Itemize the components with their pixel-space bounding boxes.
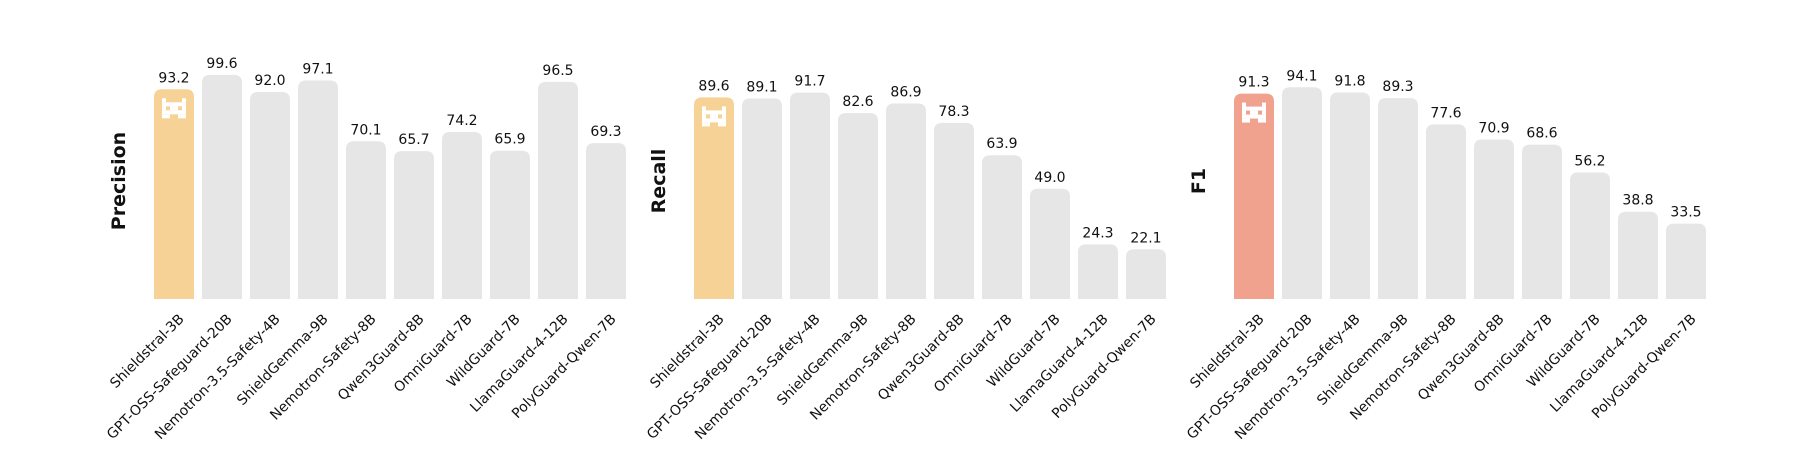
data-label: 56.2 (1574, 154, 1605, 170)
x-tick-label: ShieldGemma-9B (1314, 311, 1412, 409)
data-label: 82.6 (842, 94, 873, 110)
data-label: 93.2 (158, 70, 189, 86)
bar-nemotron-3-5-safety-4b (790, 92, 830, 299)
data-label: 86.9 (890, 84, 921, 100)
y-axis-label: Precision (108, 132, 130, 230)
bar-shieldstral-3b (1234, 93, 1274, 299)
bar-llamaguard-4-12b (1078, 244, 1118, 299)
data-label: 92.0 (254, 73, 285, 89)
bar-omniguard-7b (982, 155, 1022, 299)
bar-nemotron-safety-8b (886, 103, 926, 299)
data-label: 22.1 (1130, 230, 1161, 246)
bar-shieldstral-3b (694, 97, 734, 300)
bar-shieldstral-3b (154, 89, 194, 299)
y-axis-label: Recall (648, 149, 670, 214)
y-axis-label: F1 (1188, 168, 1210, 194)
data-label: 91.8 (1334, 73, 1365, 89)
bar-wildguard-7b (1570, 172, 1610, 299)
data-label: 77.6 (1430, 105, 1461, 121)
bar-polyguard-qwen-7b (586, 143, 626, 299)
bar-nemotron-safety-8b (346, 141, 386, 299)
pixel-cat-logo-icon (702, 106, 726, 127)
bar-polyguard-qwen-7b (1666, 223, 1706, 299)
bar-shieldgemma-9b (298, 80, 338, 300)
bar-wildguard-7b (1030, 188, 1070, 299)
bar-shieldgemma-9b (838, 113, 878, 300)
bar-qwen3guard-8b (934, 122, 974, 299)
pixel-cat-logo-icon (162, 98, 186, 119)
x-tick-label: Qwen3Guard-8B (335, 311, 428, 404)
x-tick-label: Qwen3Guard-8B (875, 311, 968, 404)
bar-gpt-oss-safeguard-20b (742, 98, 782, 300)
bar-nemotron-3-5-safety-4b (250, 92, 290, 299)
data-label: 68.6 (1526, 126, 1557, 142)
chart-panel-precision: Precision93.2Shieldstral-3B99.6GPT-OSS-S… (104, 56, 626, 443)
bar-omniguard-7b (442, 132, 482, 299)
bar-nemotron-safety-8b (1426, 124, 1466, 300)
bar-omniguard-7b (1522, 144, 1562, 299)
pixel-cat-logo-icon (1242, 102, 1266, 123)
x-tick-label: ShieldGemma-9B (774, 311, 872, 409)
data-label: 74.2 (446, 113, 477, 129)
data-label: 78.3 (938, 104, 969, 120)
data-label: 91.3 (1238, 75, 1269, 91)
chart-panel-recall: Recall89.6Shieldstral-3B89.1GPT-OSS-Safe… (644, 74, 1166, 443)
data-label: 97.1 (302, 62, 333, 78)
bar-qwen3guard-8b (394, 151, 434, 299)
bar-llamaguard-4-12b (538, 81, 578, 299)
x-tick-label: Qwen3Guard-8B (1415, 311, 1508, 404)
bar-qwen3guard-8b (1474, 139, 1514, 299)
data-label: 91.7 (794, 74, 825, 90)
bar-shieldgemma-9b (1378, 98, 1418, 299)
bar-wildguard-7b (490, 150, 530, 299)
data-label: 89.6 (698, 78, 729, 94)
data-label: 63.9 (986, 136, 1017, 152)
data-label: 69.3 (590, 124, 621, 140)
data-label: 70.1 (350, 122, 381, 138)
bar-gpt-oss-safeguard-20b (202, 74, 242, 300)
bar-nemotron-3-5-safety-4b (1330, 92, 1370, 299)
bar-gpt-oss-safeguard-20b (1282, 87, 1322, 300)
data-label: 89.1 (746, 80, 777, 96)
data-label: 99.6 (206, 56, 237, 72)
data-label: 49.0 (1034, 170, 1065, 186)
chart-panel-f1: F191.3Shieldstral-3B94.1GPT-OSS-Safeguar… (1184, 68, 1706, 443)
data-label: 96.5 (542, 63, 573, 79)
data-label: 65.9 (494, 132, 525, 148)
data-label: 24.3 (1082, 225, 1113, 241)
data-label: 89.3 (1382, 79, 1413, 95)
data-label: 38.8 (1622, 193, 1653, 209)
data-label: 33.5 (1670, 205, 1701, 221)
x-tick-label: ShieldGemma-9B (234, 311, 332, 409)
data-label: 70.9 (1478, 120, 1509, 136)
bar-polyguard-qwen-7b (1126, 249, 1166, 299)
data-label: 65.7 (398, 132, 429, 148)
bar-llamaguard-4-12b (1618, 211, 1658, 299)
data-label: 94.1 (1286, 68, 1317, 84)
